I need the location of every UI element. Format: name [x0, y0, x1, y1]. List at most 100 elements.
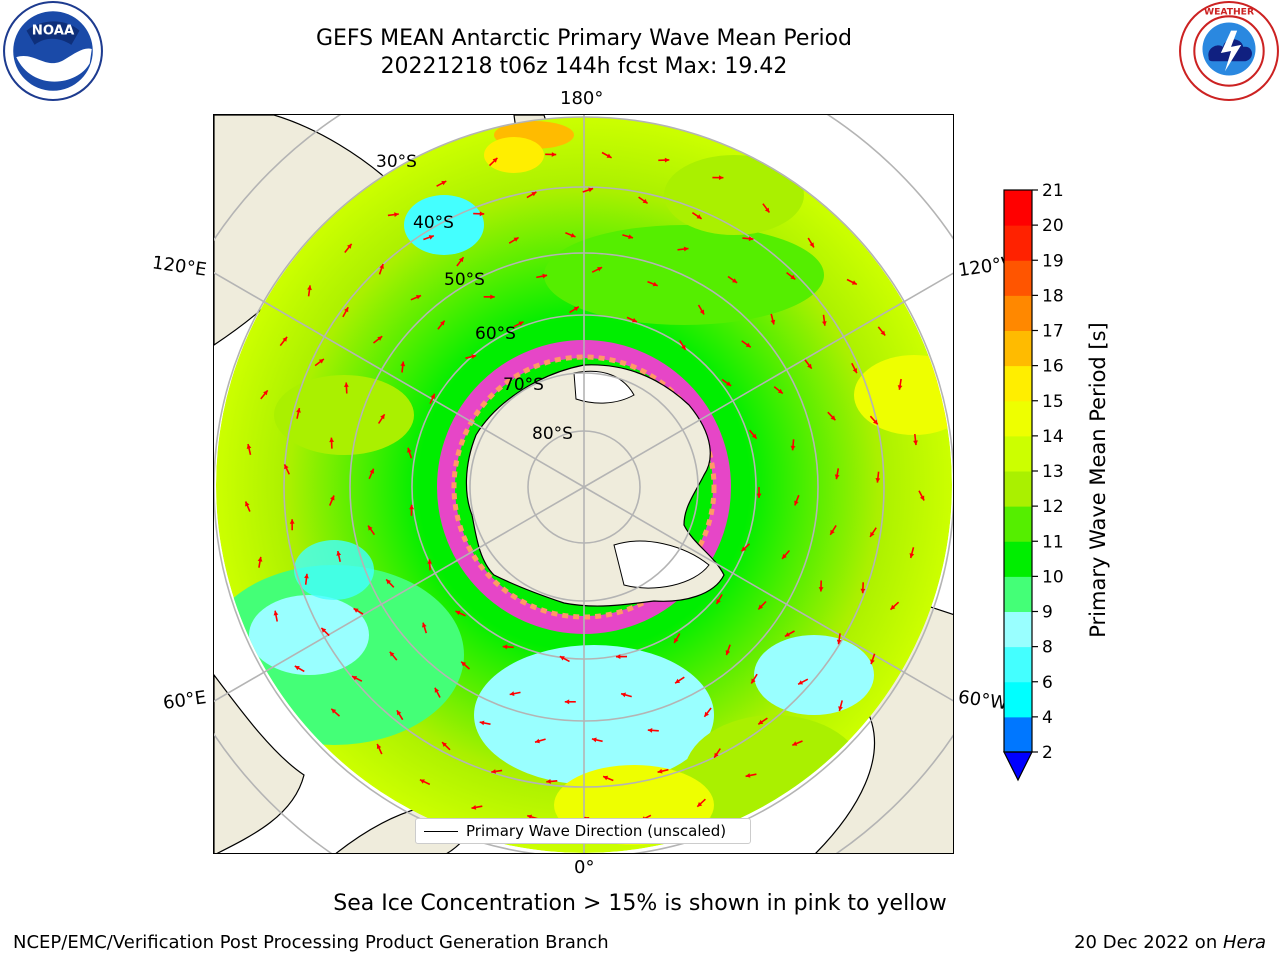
wave-arrow-head [377, 336, 383, 341]
wave-direction-arrows [244, 151, 925, 823]
wave-arrow-head [699, 309, 705, 315]
wave-arrow-head [394, 212, 399, 217]
lon-label-120e: 120°E [150, 252, 208, 281]
footer-credit: NCEP/EMC/Verification Post Processing Pr… [13, 932, 609, 953]
wave-arrow-head [344, 307, 349, 313]
map-legend: Primary Wave Direction (unscaled) [415, 818, 751, 844]
wave-arrow-head [546, 779, 551, 784]
wave-arrow-head [458, 257, 464, 263]
wave-arrow-head [430, 393, 435, 399]
noaa-logo: NOAA [3, 1, 103, 101]
wave-arrow-head [770, 319, 776, 325]
wave-arrow-head [880, 330, 886, 336]
wave-arrow-head [257, 556, 263, 562]
wave-arrow-head [794, 500, 799, 506]
wave-arrow-head [389, 651, 395, 657]
footer-host: Hera [1222, 932, 1266, 953]
colorbar-tick-label: 18 [1042, 286, 1064, 306]
legend-line-sample [424, 831, 458, 832]
wave-arrow-head [321, 627, 327, 633]
lon-label-180: 180° [560, 88, 604, 109]
wave-arrow-head [527, 814, 533, 820]
wave-arrow-head [336, 551, 342, 556]
colorbar-tick-label: 2 [1042, 743, 1053, 763]
wave-arrow-head [282, 336, 288, 342]
sea-ice-caption: Sea Ice Concentration > 15% is shown in … [333, 891, 947, 916]
wave-arrow-head [422, 622, 427, 628]
wave-arrow-head [758, 719, 764, 725]
wave-arrow-head [897, 385, 903, 390]
wave-arrow-head [697, 802, 703, 807]
wave-arrow-head [732, 278, 738, 283]
wave-arrow-head [409, 504, 414, 510]
wave-arrow-head [245, 501, 250, 507]
wave-arrow-head [758, 604, 763, 610]
wave-arrow-head [591, 737, 597, 743]
lat-label-80s: 80°S [532, 424, 573, 444]
wave-arrow-head [513, 237, 519, 242]
wave-arrow-head [838, 706, 843, 711]
wave-arrow-head [263, 390, 268, 396]
wave-arrow-head [873, 419, 878, 425]
colorbar-segment [1004, 225, 1032, 261]
graticule [214, 115, 953, 853]
colorbar-segment [1004, 330, 1032, 367]
wave-arrow-head [628, 234, 633, 239]
colorbar-segment [1004, 506, 1032, 542]
lat-label-60s: 60°S [475, 324, 516, 344]
wave-arrow-head [347, 243, 352, 249]
wave-period-patches [216, 121, 952, 845]
wave-arrow-head [836, 639, 842, 645]
wave-arrow-head [570, 233, 576, 238]
sea-ice-edge [451, 354, 717, 620]
wave-arrow-head [745, 342, 751, 348]
wave-arrow-head [588, 187, 594, 193]
wave-arrow-head [741, 546, 747, 552]
wave-arrow-head [564, 699, 570, 705]
wave-arrow-head [396, 710, 402, 716]
lon-label-0: 0° [574, 857, 595, 878]
wave-arrow-head [535, 738, 540, 744]
wave-arrow-head [751, 433, 757, 439]
wave-arrow-head [830, 529, 835, 535]
wave-arrow-head [479, 211, 485, 217]
lon-label-60e: 60°E [161, 687, 208, 714]
wave-arrow-head [606, 153, 612, 158]
lat-label-30s: 30°S [376, 152, 417, 172]
lat-label-70s: 70°S [503, 375, 544, 395]
wave-arrow-head [294, 666, 300, 671]
wave-arrow-head [632, 317, 637, 323]
wave-arrow-head [890, 604, 896, 610]
wave-arrow-head [851, 280, 857, 285]
wave-arrow-head [559, 656, 565, 661]
wave-arrow-head [441, 181, 447, 186]
colorbar-label: Primary Wave Mean Period [s] [1086, 322, 1110, 638]
wave-arrow-head [860, 588, 866, 594]
wave-arrow-head [376, 744, 382, 749]
wave-arrow-head [725, 650, 731, 656]
wave-arrow-head [683, 246, 689, 252]
wave-arrow-head [330, 495, 335, 501]
colorbar-tick-label: 14 [1042, 427, 1064, 447]
wave-arrow-head [674, 638, 679, 643]
wave-arrow-head [756, 493, 762, 498]
wave-arrow-head [696, 214, 702, 219]
wave-arrow-head [353, 608, 359, 613]
colorbar-segment [1004, 541, 1032, 577]
wave-arrow-head [798, 680, 804, 685]
wave-arrow-head [416, 295, 421, 300]
wave-arrow-head [407, 447, 412, 453]
colorbar-segment [1004, 576, 1032, 612]
wave-arrow-head [318, 359, 324, 364]
wave-arrow-head [834, 474, 840, 480]
colorbar-segment [1004, 295, 1032, 331]
wave-arrow-head [603, 775, 609, 781]
ice-shelf [613, 540, 710, 589]
wave-arrow-head [616, 654, 621, 659]
wave-arrow-head [681, 344, 686, 350]
colorbar-segment [1004, 365, 1032, 402]
wave-arrow-head [782, 553, 787, 559]
colorbar-segment [1004, 716, 1032, 753]
lat-label-50s: 50°S [444, 270, 485, 290]
wave-arrow-head [573, 306, 579, 312]
